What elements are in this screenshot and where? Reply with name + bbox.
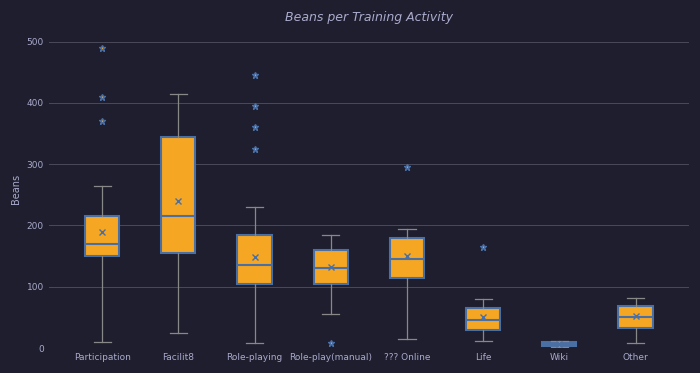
PathPatch shape (161, 137, 195, 253)
PathPatch shape (237, 235, 272, 284)
PathPatch shape (390, 238, 424, 278)
PathPatch shape (85, 216, 119, 256)
PathPatch shape (542, 342, 577, 346)
Y-axis label: Beans: Beans (11, 174, 21, 204)
Title: Beans per Training Activity: Beans per Training Activity (285, 11, 453, 24)
PathPatch shape (466, 308, 500, 330)
PathPatch shape (314, 250, 348, 284)
PathPatch shape (618, 306, 652, 328)
